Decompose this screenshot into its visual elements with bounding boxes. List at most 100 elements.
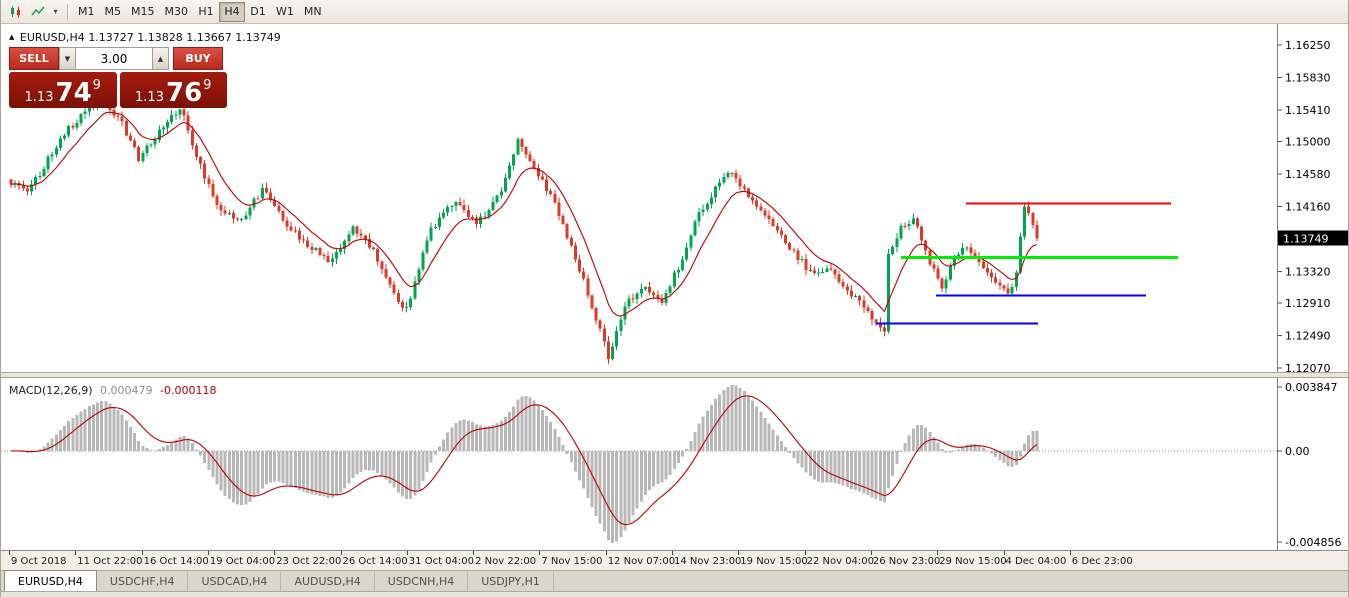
date-tick	[672, 551, 673, 555]
date-tick	[473, 551, 475, 555]
price-axis-label: 1.14160	[1285, 201, 1331, 214]
price-axis-label: 1.16250	[1285, 39, 1331, 52]
date-tick	[274, 551, 276, 555]
date-label: 12 Nov 07:00	[607, 556, 676, 567]
chart-tab-usdchf[interactable]: USDCHF,H4	[97, 572, 189, 591]
timeframe-button-m5[interactable]: M5	[104, 5, 122, 18]
date-label: 26 Nov 23:00	[872, 556, 941, 567]
chart-symbol-label: EURUSD,H4	[19, 31, 85, 44]
macd-axis-label: 0.00	[1285, 445, 1310, 458]
date-tick	[9, 551, 10, 555]
date-tick	[804, 551, 806, 555]
price-axis-label: 1.12910	[1285, 297, 1331, 310]
indicator-line-icon	[31, 6, 45, 15]
timeframe-button-mn[interactable]: MN	[303, 5, 322, 18]
volume-up-button[interactable]: ▲	[152, 47, 169, 70]
date-tick	[406, 551, 408, 555]
toolbar: ▾ M1 M5 M15 M30 H1 H4 D1 W1 MN	[1, 0, 1348, 24]
price-axis-label: 1.15410	[1285, 104, 1331, 117]
date-label: 19 Oct 04:00	[209, 556, 276, 567]
date-tick	[340, 551, 342, 555]
moving-average-line	[10, 111, 1038, 317]
date-tick	[75, 551, 77, 555]
date-label: 22 Nov 04:00	[806, 556, 875, 567]
bid-price-display[interactable]: 1.13 74 9	[9, 72, 117, 108]
chart-type-button[interactable]	[5, 2, 27, 22]
ask-pip-digit: 9	[203, 78, 212, 93]
timeframe-button-m30[interactable]: M30	[164, 5, 189, 18]
ask-big-digits: 76	[165, 78, 203, 108]
timeframe-button-m1[interactable]: M1	[78, 5, 95, 18]
date-axis[interactable]: 9 Oct 2018 11 Oct 22:00 16 Oct 14:00 19 Oct…	[1, 550, 1348, 570]
chart-tab-usdcad[interactable]: USDCAD,H4	[188, 572, 282, 591]
chart-title: ▲ EURUSD,H4 1.13727 1.13828 1.13667 1.13…	[9, 31, 281, 44]
date-label: 14 Nov 23:00	[674, 556, 742, 567]
caret-down-icon: ▼	[64, 54, 71, 63]
macd-signal-value: -0.000118	[160, 384, 217, 397]
macd-axis-label: -0.004856	[1285, 536, 1341, 549]
current-price-badge	[1278, 230, 1348, 246]
chart-tab-usdcnh[interactable]: USDCNH,H4	[375, 572, 469, 591]
macd-axis-label: 0.003847	[1285, 381, 1338, 394]
toolbar-separator	[67, 3, 68, 20]
date-tick	[937, 551, 939, 555]
price-axis-label: 1.14580	[1285, 168, 1331, 181]
date-label: 6 Dec 23:00	[1071, 556, 1133, 567]
date-label: 16 Oct 14:00	[143, 556, 209, 567]
panel-splitter[interactable]	[1, 372, 1348, 378]
timeframe-button-w1[interactable]: W1	[276, 5, 294, 18]
symbol-up-icon: ▲	[9, 33, 15, 41]
price-chart-canvas[interactable]: 1.16250 1.15830 1.15410 1.15000 1.14580 1.141…	[1, 24, 1349, 372]
ask-price-display[interactable]: 1.13 76 9	[119, 72, 227, 108]
current-price-text: 1.13749	[1283, 232, 1329, 245]
date-tick	[605, 551, 607, 555]
timeframe-button-h1[interactable]: H1	[198, 5, 214, 18]
macd-canvas[interactable]: 0.003847 0.00 -0.004856	[1, 378, 1349, 550]
date-label: 2 Nov 22:00	[475, 556, 537, 567]
date-label: 26 Oct 14:00	[342, 556, 408, 567]
chart-tabs-bar: EURUSD,H4 USDCHF,H4 USDCAD,H4 AUDUSD,H4 USDC…	[1, 570, 1348, 591]
macd-indicator-panel: 0.003847 0.00 -0.004856 MACD(12,26,9) 0.00…	[1, 378, 1348, 550]
timeframe-button-h4[interactable]: H4	[219, 1, 245, 22]
macd-label: MACD(12,26,9) 0.000479 -0.000118	[9, 384, 217, 397]
date-tick	[738, 551, 740, 555]
macd-name: MACD(12,26,9)	[9, 384, 93, 397]
macd-signal-line	[11, 395, 1038, 526]
volume-down-button[interactable]: ▼	[59, 47, 76, 70]
chart-tab-audusd[interactable]: AUDUSD,H4	[281, 572, 375, 591]
timeframe-button-d1[interactable]: D1	[250, 5, 266, 18]
indicators-button[interactable]	[27, 2, 49, 22]
candlestick-chart-icon	[11, 5, 20, 18]
macd-main-value: 0.000479	[100, 384, 153, 397]
ask-prefix: 1.13	[135, 90, 164, 105]
bid-prefix: 1.13	[24, 90, 54, 105]
date-label: 23 Oct 22:00	[276, 556, 342, 567]
status-bar	[1, 591, 1348, 597]
date-tick	[207, 551, 209, 555]
date-label: 9 Oct 2018	[11, 556, 67, 567]
toolbar-dropdown-button[interactable]: ▾	[49, 2, 62, 22]
caret-up-icon: ▲	[157, 54, 164, 63]
price-chart-area: 1.16250 1.15830 1.15410 1.15000 1.14580 1.141…	[1, 24, 1348, 372]
date-tick	[1003, 551, 1005, 555]
chart-tab-usdjpy[interactable]: USDJPY,H1	[468, 572, 554, 591]
date-tick	[870, 551, 872, 555]
date-label: 7 Nov 15:00	[541, 556, 603, 567]
date-tick	[141, 551, 143, 555]
chart-ohlc-values: 1.13727 1.13828 1.13667 1.13749	[88, 31, 281, 44]
chart-tab-eurusd[interactable]: EURUSD,H4	[4, 570, 97, 591]
price-axis-label: 1.13320	[1285, 265, 1331, 278]
chevron-down-icon: ▾	[53, 7, 58, 16]
price-axis-label: 1.12070	[1285, 362, 1331, 372]
date-label: 31 Oct 04:00	[408, 556, 474, 567]
volume-input[interactable]	[76, 47, 152, 70]
date-tick	[1069, 551, 1071, 555]
sell-button[interactable]: SELL	[9, 47, 59, 70]
buy-button[interactable]: BUY	[173, 47, 223, 70]
macd-histogram	[9, 385, 1039, 543]
timeframe-button-m15[interactable]: M15	[131, 5, 155, 18]
price-axis-label: 1.15000	[1285, 136, 1331, 149]
date-label: 4 Dec 04:00	[1005, 556, 1067, 567]
date-label: 11 Oct 22:00	[77, 556, 143, 567]
